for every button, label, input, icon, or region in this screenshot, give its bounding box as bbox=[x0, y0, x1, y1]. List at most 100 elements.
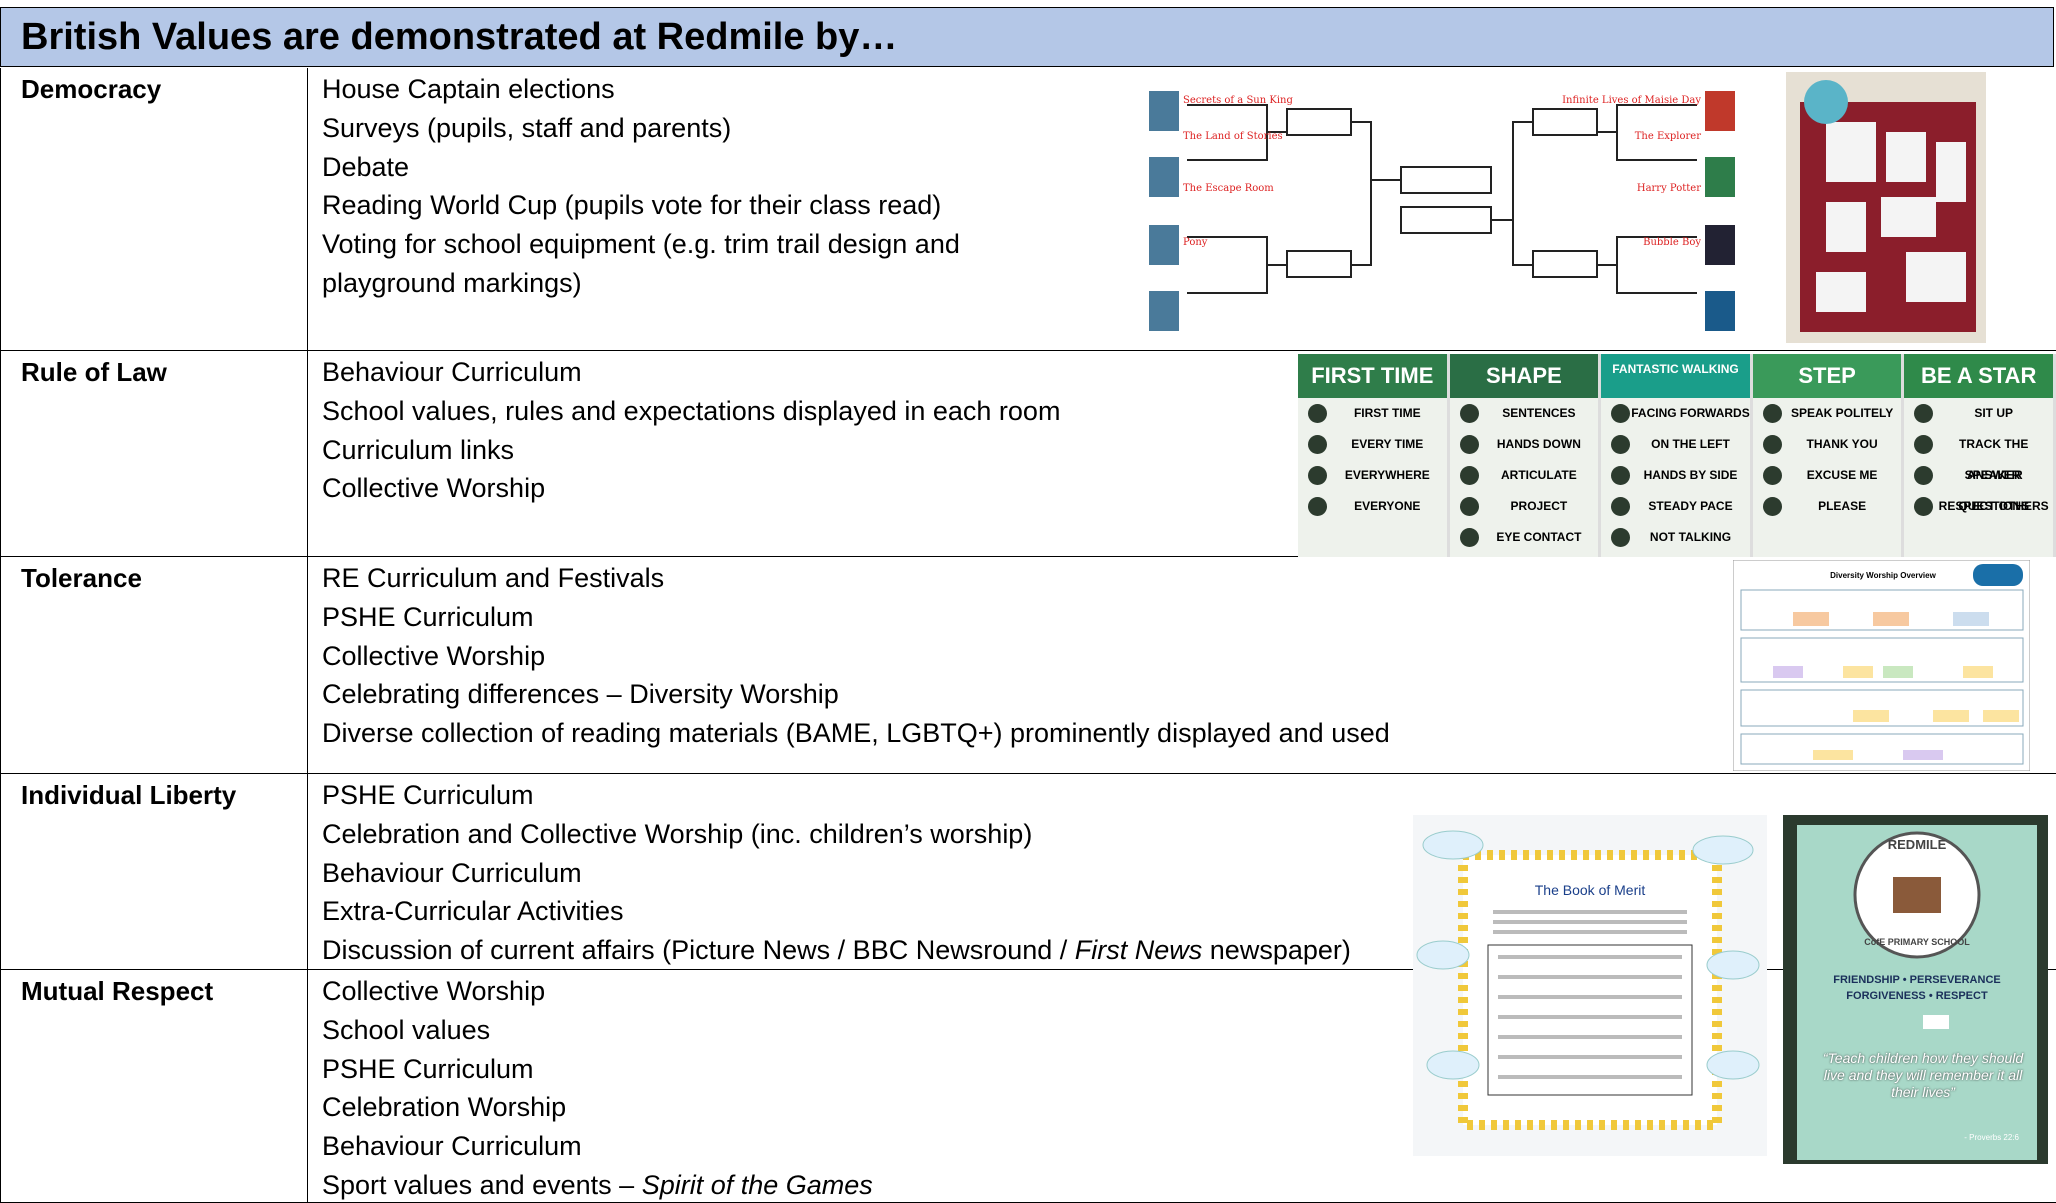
item-text: RE Curriculum and Festivals bbox=[322, 563, 665, 593]
item: Celebration Worship bbox=[322, 1088, 873, 1127]
item: PSHE Curriculum bbox=[322, 598, 1390, 637]
item: Celebration and Collective Worship (inc.… bbox=[322, 815, 1351, 854]
item: Collective Worship bbox=[322, 469, 1060, 508]
sign-values: FRIENDSHIP • PERSEVERANCE bbox=[1833, 974, 2000, 986]
item-text: Spirit of the Games bbox=[641, 1169, 873, 1200]
poster-heading: FIRST TIME bbox=[1298, 354, 1447, 398]
item: Behaviour Curriculum bbox=[322, 1127, 873, 1166]
poster: BE A STAR SIT UP TRACK THE SPEAKER ANSWER Q… bbox=[1904, 354, 2056, 557]
item-text: School values, rules and expectations di… bbox=[322, 395, 1061, 426]
item-text: PSHE Curriculum bbox=[322, 780, 534, 810]
poster-heading: STEP bbox=[1752, 354, 1902, 398]
item-text: Behaviour Curriculum bbox=[322, 1131, 582, 1162]
item: Diverse collection of reading materials … bbox=[322, 714, 1390, 753]
poster-heading: FANTASTIC WALKING bbox=[1601, 354, 1750, 398]
poster-item: ON THE LEFT bbox=[1601, 429, 1750, 460]
poster-item: ARTICULATE bbox=[1450, 460, 1599, 491]
sign-quote: “Teach children how they should live and… bbox=[1822, 1050, 2024, 1100]
reading-world-cup-bracket: Secrets of a Sun King The Land of Stories… bbox=[1149, 91, 1735, 331]
rules-posters: FIRST TIME FIRST TIME EVERY TIME EVERYWHERE… bbox=[1298, 354, 2056, 557]
poster-item: SIT UP bbox=[1904, 398, 2053, 429]
poster: FIRST TIME FIRST TIME EVERY TIME EVERYWHERE… bbox=[1298, 354, 1450, 557]
sign-school: CofE PRIMARY SCHOOL bbox=[1864, 937, 1970, 947]
item: Reading World Cup (pupils vote for their… bbox=[322, 186, 960, 225]
item-text: Reading World Cup (pupils vote for their… bbox=[322, 190, 942, 221]
item: Celebrating differences – Diversity Wors… bbox=[322, 675, 1390, 714]
item-text: Diverse collection of reading materials … bbox=[322, 718, 1390, 749]
item-list: House Captain elections Surveys (pupils, … bbox=[322, 70, 960, 303]
item-text: Behaviour Curriculum bbox=[322, 857, 582, 888]
item: Collective Worship bbox=[322, 972, 873, 1011]
poster-item: HANDS BY SIDE bbox=[1601, 460, 1750, 491]
poster-item: NOT TALKING bbox=[1601, 522, 1750, 553]
item: Behaviour Curriculum bbox=[322, 353, 1060, 392]
item-text: Discussion of current affairs (Picture N… bbox=[322, 935, 1075, 966]
item: Curriculum links bbox=[322, 431, 1060, 470]
item-text: Surveys (pupils, staff and parents) bbox=[322, 112, 732, 143]
poster-item: SPEAK POLITELY bbox=[1753, 398, 1902, 429]
item-text: Extra-Curricular Activities bbox=[322, 896, 624, 927]
poster-item: PROJECT bbox=[1450, 491, 1599, 522]
book-title: The Explorer bbox=[1635, 131, 1701, 142]
overview-title: Diversity Worship Overview bbox=[1830, 571, 1936, 580]
poster-item: EXCUSE ME bbox=[1753, 460, 1902, 491]
row-label: Democracy bbox=[0, 68, 308, 350]
item-list: Behaviour Curriculum School values, rules… bbox=[322, 353, 1060, 508]
item-text: Celebrating differences – Diversity Wors… bbox=[322, 679, 839, 710]
sign-ref: - Proverbs 22:6 bbox=[1964, 1133, 2019, 1142]
book-title: Secrets of a Sun King bbox=[1183, 95, 1293, 106]
book-of-merit-photo: The Book of Merit bbox=[1413, 815, 1767, 1156]
title: British Values are demonstrated at Redmi… bbox=[0, 7, 2054, 67]
item-text: Collective Worship bbox=[322, 640, 546, 671]
sign-values: FORGIVENESS • RESPECT bbox=[1846, 990, 1988, 1002]
poster-item: TRACK THE SPEAKER bbox=[1904, 429, 2053, 482]
item: PSHE Curriculum bbox=[322, 776, 1351, 815]
poster-item: EYE CONTACT bbox=[1450, 522, 1599, 553]
item: Discussion of current affairs (Picture N… bbox=[322, 931, 1351, 970]
school-sign-photo: REDMILE CofE PRIMARY SCHOOL FRIENDSHIP •… bbox=[1783, 815, 2048, 1164]
poster: SHAPE SENTENCES HANDS DOWN ARTICULATE PROJEC… bbox=[1449, 354, 1602, 557]
item: RE Curriculum and Festivals bbox=[322, 559, 1390, 598]
book-title: Infinite Lives of Maisie Day bbox=[1562, 95, 1701, 106]
item-list: Collective Worship School values PSHE Curr… bbox=[322, 972, 873, 1203]
item: Debate bbox=[322, 148, 960, 187]
item-text: PSHE Curriculum bbox=[322, 601, 534, 632]
item: School values, rules and expectations di… bbox=[322, 392, 1060, 431]
table-row: Rule of Law Behaviour Curriculum School va… bbox=[0, 351, 2056, 557]
item-text: First News bbox=[1074, 935, 1203, 966]
item-text: Celebration and Collective Worship (inc.… bbox=[322, 818, 1033, 849]
item-text: Behaviour Curriculum bbox=[322, 357, 582, 387]
table-row: Democracy House Captain elections Surveys … bbox=[0, 68, 2056, 351]
merit-title: The Book of Merit bbox=[1535, 882, 1646, 898]
item-text: Debate bbox=[322, 151, 410, 182]
item-text: House Captain elections bbox=[322, 74, 615, 104]
item-text: newspaper) bbox=[1202, 935, 1351, 966]
poster-item: EVERY TIME bbox=[1298, 429, 1447, 460]
item: Collective Worship bbox=[322, 637, 1390, 676]
item: Sport values and events – Spirit of the … bbox=[322, 1166, 873, 1203]
item: PSHE Curriculum bbox=[322, 1050, 873, 1089]
item: House Captain elections bbox=[322, 70, 960, 109]
item: Surveys (pupils, staff and parents) bbox=[322, 109, 960, 148]
item-text: Voting for school equipment (e.g. trim t… bbox=[322, 229, 960, 260]
row-label: Mutual Respect bbox=[0, 970, 308, 1202]
poster-item: SENTENCES bbox=[1450, 398, 1599, 429]
item-text: Curriculum links bbox=[322, 434, 515, 465]
item-list: RE Curriculum and Festivals PSHE Curricul… bbox=[322, 559, 1390, 753]
diversity-worship-overview: Diversity Worship Overview bbox=[1733, 560, 2030, 771]
item-text: playground markings) bbox=[322, 267, 582, 298]
poster-item: EVERYWHERE bbox=[1298, 460, 1447, 491]
book-title: Pony bbox=[1183, 237, 1208, 248]
book-title: Bubble Boy bbox=[1643, 237, 1701, 248]
poster: STEP SPEAK POLITELY THANK YOU EXCUSE ME PLEA… bbox=[1752, 354, 1905, 557]
sign-name: REDMILE bbox=[1888, 837, 1947, 852]
book-title: Harry Potter bbox=[1637, 183, 1701, 194]
poster-item: PLEASE bbox=[1753, 491, 1902, 522]
poster: FANTASTIC WALKING FACING FORWARDS ON THE L… bbox=[1601, 354, 1753, 557]
table-row: Mutual Respect Collective Worship School v… bbox=[0, 970, 2056, 1203]
item-text: Sport values and events – bbox=[322, 1169, 642, 1200]
item-list: PSHE Curriculum Celebration and Collectiv… bbox=[322, 776, 1351, 970]
poster-item: HANDS DOWN bbox=[1450, 429, 1599, 460]
table-row: Tolerance RE Curriculum and Festivals PSHE… bbox=[0, 557, 2056, 774]
notice-board-photo bbox=[1786, 72, 1986, 343]
